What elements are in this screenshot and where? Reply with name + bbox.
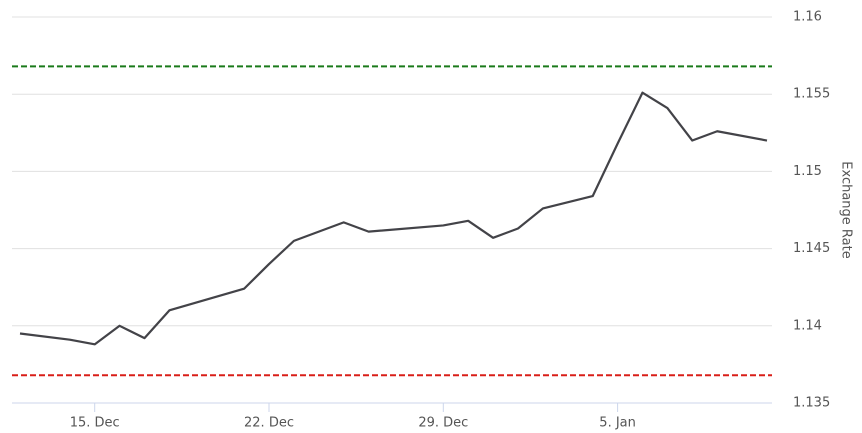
y-tick-label: 1.155 — [793, 87, 830, 102]
x-tick-label: 5. Jan — [599, 416, 636, 431]
y-tick-label: 1.14 — [793, 318, 822, 333]
x-tick-label: 15. Dec — [70, 416, 120, 431]
x-tick-label: 29. Dec — [418, 416, 468, 431]
y-tick-label: 1.16 — [793, 10, 822, 25]
y-tick-label: 1.15 — [793, 164, 822, 179]
line-series — [19, 91, 768, 346]
x-tick-label: 22. Dec — [244, 416, 294, 431]
y-axis-label: Exchange Rate — [839, 161, 854, 258]
y-tick-label: 1.145 — [793, 241, 830, 256]
y-tick-label: 1.135 — [793, 396, 830, 411]
